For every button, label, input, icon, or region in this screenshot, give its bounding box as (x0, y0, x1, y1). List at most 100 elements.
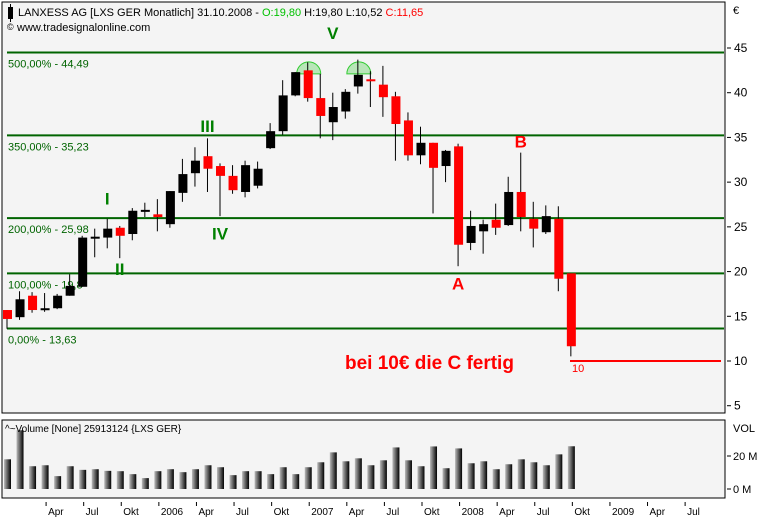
x-tick-label: Jul (386, 507, 399, 518)
volume-bars (4, 430, 575, 489)
volume-bar (254, 471, 262, 489)
candle-up (140, 209, 150, 212)
wave-label: II (115, 260, 124, 279)
candle-down (529, 218, 539, 229)
volume-bar (530, 462, 538, 489)
candle-up (266, 131, 276, 149)
candle-down (491, 219, 501, 228)
candle-down (378, 84, 388, 98)
volume-bar (467, 463, 475, 489)
candle-down (366, 79, 376, 82)
candle-down (228, 175, 238, 191)
vol-tick: 0 M (733, 484, 751, 496)
volume-bar (342, 461, 350, 489)
x-tick-label: Jul (687, 507, 700, 518)
candle-up (53, 295, 63, 309)
volume-bar (379, 460, 387, 489)
candle-down (566, 273, 576, 347)
y-tick-label: 10 (734, 354, 748, 368)
wave-label: IV (212, 224, 229, 243)
volume-bar (567, 446, 575, 489)
y-tick-label: 30 (734, 175, 748, 189)
candle-up (15, 299, 25, 318)
top-marker (296, 61, 322, 75)
volume-bar (129, 474, 137, 489)
wave-label: B (515, 132, 527, 151)
x-tick-label: Apr (198, 507, 214, 518)
candle-up (291, 72, 301, 96)
candle-up (479, 224, 489, 232)
candle-down (153, 214, 163, 218)
wave-label: I (105, 189, 110, 208)
volume-bar (542, 465, 550, 489)
candle-up (40, 308, 50, 311)
volume-bar (41, 465, 49, 489)
volume-bar (392, 447, 400, 489)
candle-up (241, 165, 251, 192)
volume-bar (555, 454, 563, 489)
candle-down (316, 98, 326, 116)
candle-up (190, 160, 200, 174)
annotation-text: bei 10€ die C fertig (345, 353, 514, 374)
y-tick-label: 25 (734, 220, 748, 234)
candle-down (216, 166, 226, 176)
x-tick-label: Apr (349, 507, 365, 518)
candles (3, 59, 721, 362)
candle-down (3, 310, 12, 319)
volume-bar (492, 469, 500, 489)
x-tick-label: Okt (574, 507, 590, 518)
candle-up (165, 191, 175, 225)
volume-bar (367, 465, 375, 489)
candle-up (128, 210, 138, 235)
volume-bar (517, 459, 525, 489)
candle-down (429, 142, 439, 168)
volume-bar (242, 471, 250, 489)
volume-bar (166, 469, 174, 489)
volume-bar (505, 464, 513, 489)
volume-bar (141, 478, 149, 489)
wave-label: V (327, 24, 339, 43)
candle-up (253, 168, 263, 186)
volume-bar (304, 467, 312, 489)
volume-title: ^~Volume [None] 25913124 {LXS GER} (5, 424, 182, 435)
x-tick-label: Okt (424, 507, 440, 518)
volume-bar (267, 474, 275, 489)
fib-label: 350,00% - 35,23 (8, 141, 89, 153)
volume-bar (204, 465, 212, 489)
volume-bar (317, 462, 325, 489)
chart-header: LANXESS AG [LXS GER Monatlich] 31.10.200… (18, 7, 423, 19)
volume-bar (229, 475, 237, 489)
x-tick-label: Jul (86, 507, 99, 518)
source-link[interactable]: www.tradesignalonline.com (16, 22, 150, 34)
y-tick-label: 5 (734, 399, 741, 413)
x-tick-label: Jul (236, 507, 249, 518)
volume-bar (66, 466, 74, 489)
volume-bar (404, 460, 412, 489)
time-axis: Apr Jul Okt 2006 Apr Jul Okt 2007 Apr Jul Okt 2008 A… (45, 502, 700, 518)
y-tick-label: 45 (734, 41, 748, 55)
candle-up (78, 237, 88, 287)
volume-bar (104, 470, 112, 489)
y-tick-label: 15 (734, 309, 748, 323)
volume-bar (480, 461, 488, 489)
candle-down (391, 96, 401, 125)
candle-down (303, 70, 313, 99)
candle-up (441, 150, 451, 167)
x-tick-label: Apr (499, 507, 515, 518)
candle-down (403, 120, 413, 156)
y-tick-label: 35 (734, 130, 748, 144)
y-tick-label: 40 (734, 86, 748, 100)
x-tick-label: Okt (123, 507, 139, 518)
candle-up (541, 216, 551, 233)
volume-bar (54, 476, 62, 489)
volume-bar (279, 467, 287, 489)
candle-up (90, 236, 100, 239)
candle-up (504, 191, 514, 226)
volume-bar (455, 448, 463, 489)
candle-up (353, 74, 363, 87)
volume-bar (217, 467, 225, 489)
volume-bar (179, 472, 187, 489)
candle-up (416, 142, 426, 156)
wave-label: III (200, 117, 214, 136)
